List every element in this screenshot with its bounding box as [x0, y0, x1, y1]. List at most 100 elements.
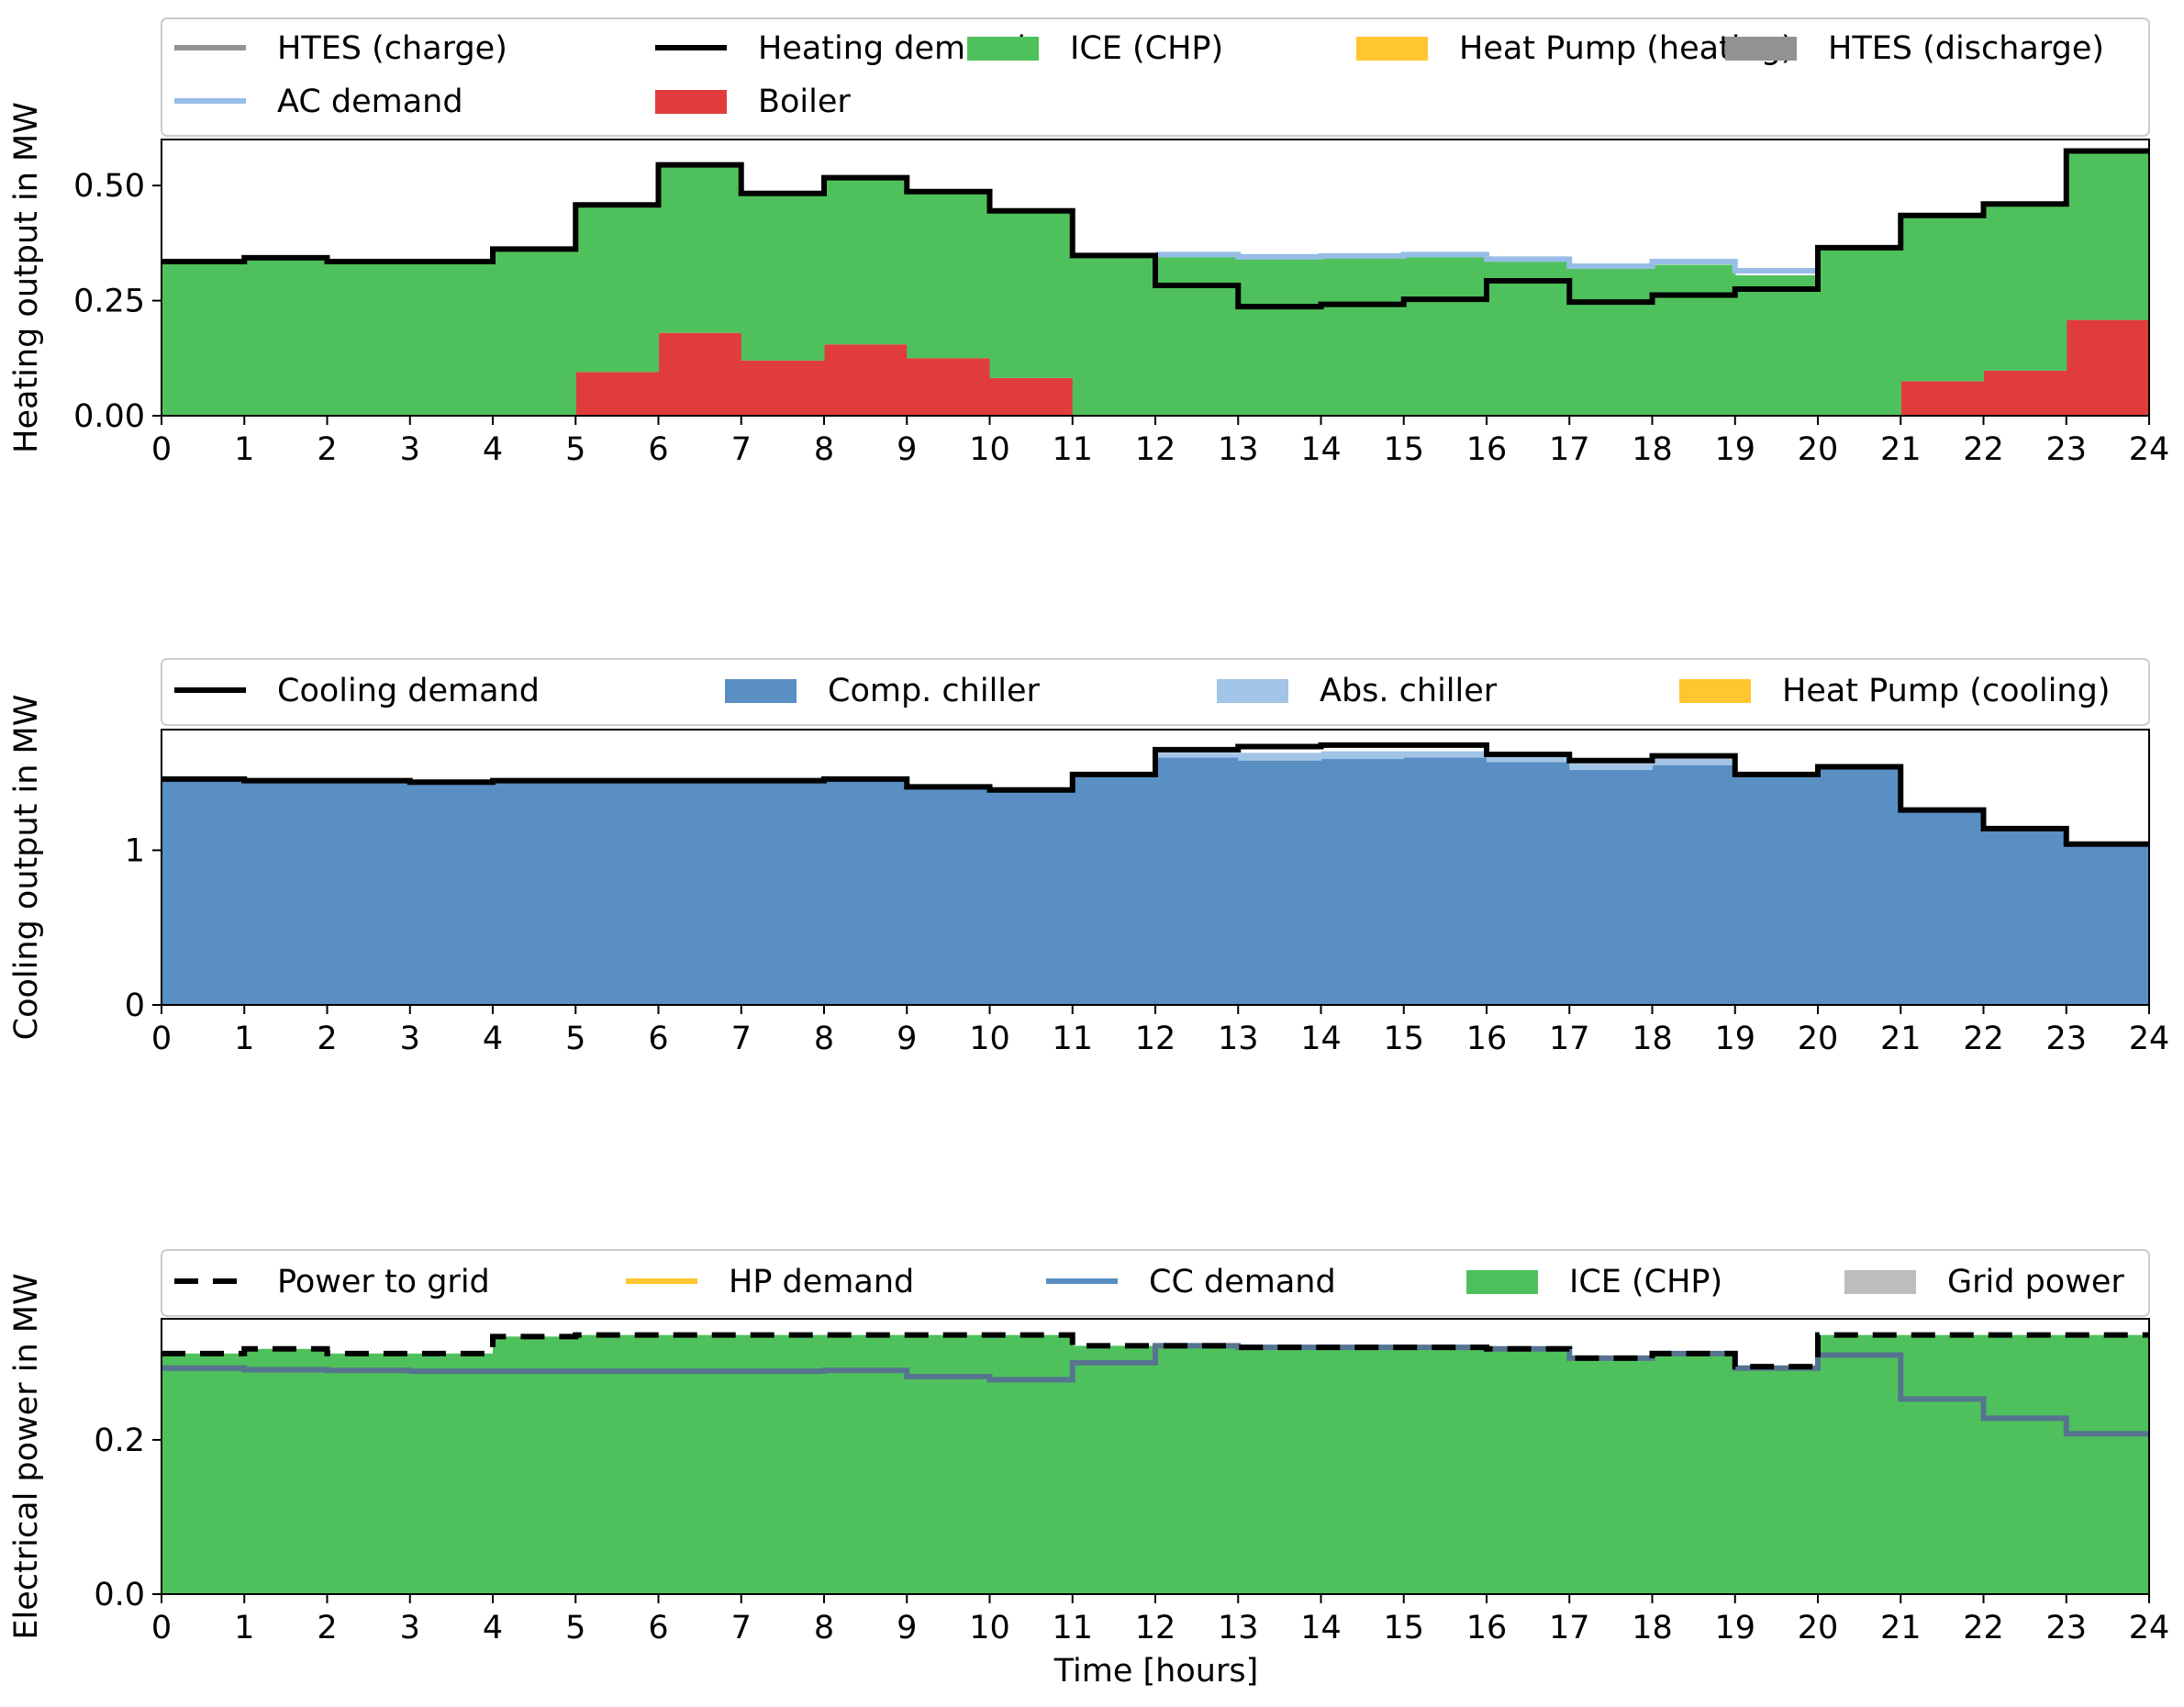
ice-chp-bar [244, 1348, 329, 1594]
y-tick-label: 0.2 [94, 1422, 145, 1459]
x-tick-label: 6 [648, 431, 668, 468]
comp-chiller-bar [1487, 762, 1570, 1005]
legend-label-heat-pump-cooling: Heat Pump (cooling) [1782, 673, 2111, 709]
x-tick-label: 20 [1798, 431, 1839, 468]
comp-chiller-bar [1734, 774, 1819, 1005]
comp-chiller-bar [741, 780, 825, 1005]
ice-chp-bar [741, 1334, 825, 1594]
x-tick-label: 3 [400, 431, 420, 468]
x-tick-label: 5 [565, 1021, 585, 1057]
ice-chp-bar [2066, 151, 2150, 320]
ice-chp-bar [1652, 1353, 1736, 1594]
ice-chp-bar [162, 261, 245, 416]
legend-handle-ice-chp [967, 37, 1039, 61]
x-tick-label: 1 [234, 1610, 254, 1646]
x-tick-label: 22 [1963, 431, 2004, 468]
ice-chp-bar [1818, 247, 1901, 416]
comp-chiller-bar [409, 782, 494, 1005]
legend-label-ice-chp: ICE (CHP) [1070, 30, 1223, 67]
x-tick-label: 18 [1632, 431, 1673, 468]
comp-chiller-bar [1155, 757, 1239, 1005]
comp-chiller-bar [1652, 764, 1736, 1005]
abs-chiller-bar [1403, 751, 1488, 758]
comp-chiller-bar [1072, 774, 1156, 1005]
x-tick-label: 9 [897, 1021, 917, 1057]
ice-chp-bar [493, 249, 576, 416]
y-tick-label: 0.50 [73, 168, 145, 205]
legend-handle-grid-power [1844, 1270, 1916, 1294]
x-axis-title: Time [hours] [1053, 1653, 1259, 1690]
x-tick-label: 4 [483, 1021, 503, 1057]
x-tick-label: 21 [1880, 1021, 1922, 1057]
legend-box [161, 658, 2150, 726]
comp-chiller-bar [824, 778, 908, 1005]
x-tick-label: 7 [731, 1021, 752, 1057]
comp-chiller-bar [244, 780, 329, 1005]
legend-handle-comp-chiller [725, 679, 797, 703]
ice-chp-bar [244, 257, 329, 416]
x-tick-label: 9 [897, 1610, 917, 1646]
x-tick-label: 14 [1300, 431, 1342, 468]
heating-demand-line [162, 148, 2149, 310]
comp-chiller-bar [1900, 809, 1985, 1005]
ice-chp-bar [409, 1353, 494, 1594]
x-tick-label: 15 [1383, 1610, 1424, 1646]
ice-chp-bar [1569, 1357, 1654, 1594]
ice-chp-bar [1487, 259, 1570, 416]
comp-chiller-bar [1818, 766, 1901, 1005]
boiler-bar [741, 360, 825, 416]
abs-chiller-bar [1569, 764, 1654, 770]
comp-chiller-bar [2066, 843, 2150, 1005]
comp-chiller-bar [1403, 757, 1488, 1005]
x-tick-label: 12 [1135, 431, 1176, 468]
boiler-bar [658, 332, 742, 416]
legend-label-hp-demand: HP demand [729, 1264, 914, 1300]
ice-chp-bar [1403, 254, 1488, 416]
ice-chp-bar [1320, 255, 1405, 416]
x-tick-label: 13 [1218, 1610, 1259, 1646]
ice-chp-bar [575, 1334, 660, 1594]
comp-chiller-bar [327, 780, 411, 1005]
x-tick-label: 10 [969, 431, 1010, 468]
x-tick-label: 5 [565, 431, 585, 468]
x-tick-label: 16 [1466, 1021, 1508, 1057]
x-tick-label: 3 [400, 1610, 420, 1646]
legend-label-cooling-demand: Cooling demand [277, 673, 540, 709]
x-tick-label: 9 [897, 431, 917, 468]
x-tick-label: 17 [1549, 431, 1590, 468]
legend-label-cc-demand: CC demand [1149, 1264, 1336, 1300]
ice-chp-bar [1734, 1367, 1819, 1594]
legend-label-htes-charge: HTES (charge) [277, 30, 507, 67]
comp-chiller-bar [1983, 828, 2067, 1005]
ice-chp-bar [1818, 1334, 1901, 1594]
boiler-bar [824, 344, 908, 416]
x-tick-label: 11 [1052, 1610, 1093, 1646]
x-tick-label: 20 [1798, 1610, 1839, 1646]
x-tick-label: 14 [1300, 1610, 1342, 1646]
x-tick-label: 22 [1963, 1021, 2004, 1057]
legend-handle-ice-chp [1466, 1270, 1538, 1294]
legend-label-comp-chiller: Comp. chiller [828, 673, 1041, 709]
cooling-demand-line [162, 742, 2149, 847]
y-tick-label: 0 [125, 987, 145, 1024]
legend-label-htes-discharge: HTES (discharge) [1828, 30, 2104, 67]
electrical-subplot: 0 1 2 3 4 5 6 7 8 9 10 11 12 13 14 15 16 17 18 19 20 21 22 23 24… [8, 1249, 2169, 1646]
abs-chiller-bar [1652, 759, 1736, 765]
power-to-grid-line [162, 1332, 2149, 1370]
ice-chp-bar [575, 205, 660, 373]
ice-chp-bar [907, 1334, 991, 1594]
ice-chp-bar [493, 1336, 576, 1594]
x-tick-label: 24 [2129, 431, 2170, 468]
ice-chp-bar [989, 1334, 1074, 1594]
ice-chp-bar [1900, 1334, 1985, 1594]
heating-subplot: 0 1 2 3 4 5 6 7 8 9 10 11 12 13 14 15 16 17 18 19 20 21 22 23 24… [8, 17, 2170, 468]
ice-chp-bar [1320, 1347, 1405, 1594]
y-axis-title: Heating output in MW [8, 102, 45, 453]
x-tick-label: 0 [151, 1021, 172, 1057]
boiler-bar [907, 358, 991, 416]
comp-chiller-bar [493, 780, 576, 1005]
x-tick-label: 15 [1383, 431, 1424, 468]
comp-chiller-bar [1238, 760, 1322, 1005]
x-tick-label: 8 [814, 431, 834, 468]
